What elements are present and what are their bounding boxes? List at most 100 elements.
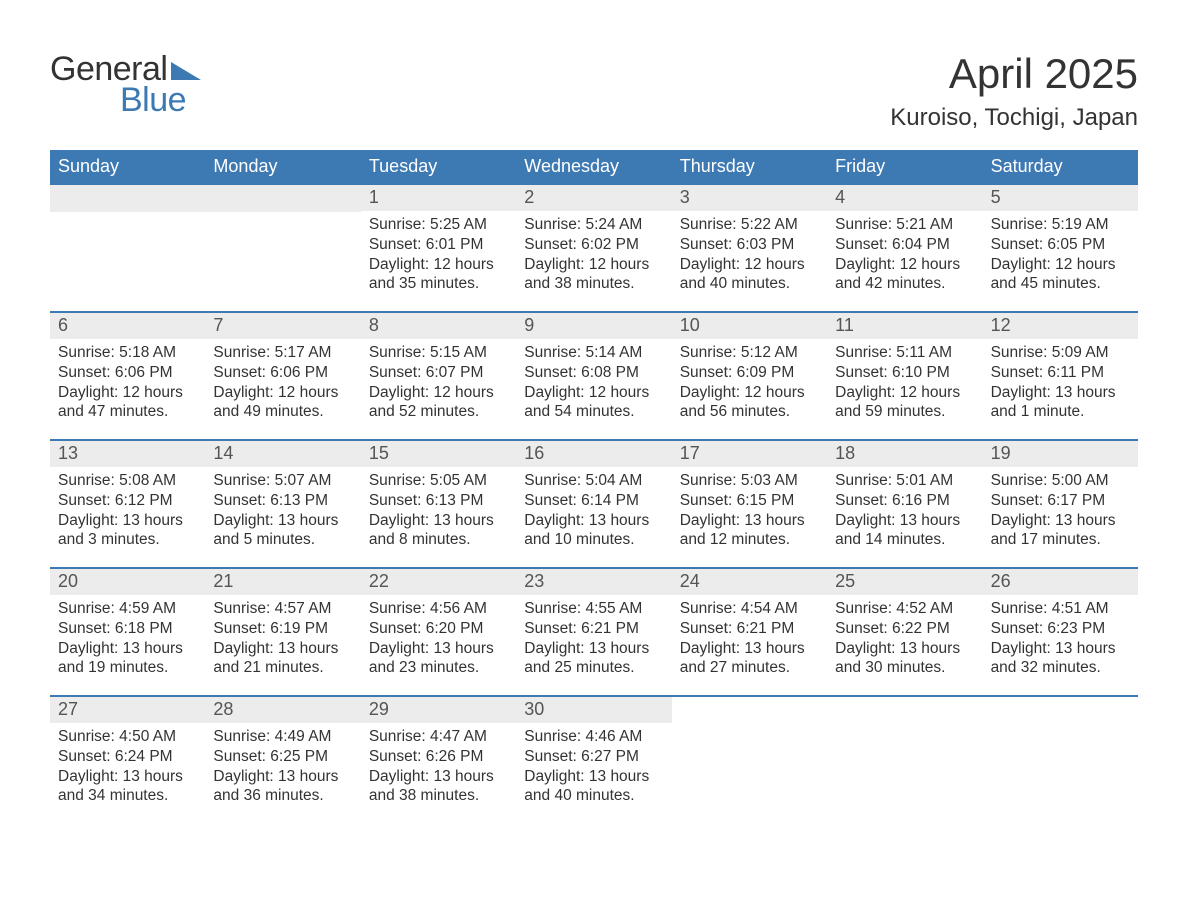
day-cell: 26Sunrise: 4:51 AMSunset: 6:23 PMDayligh… [983,569,1138,695]
daylight-text: Daylight: 12 hours [991,255,1130,275]
brand-logo: General Blue [50,50,201,120]
day-body: Sunrise: 5:11 AMSunset: 6:10 PMDaylight:… [827,339,982,426]
sunset-text: Sunset: 6:21 PM [680,619,819,639]
daylight-text: and 10 minutes. [524,530,663,550]
week-row: 27Sunrise: 4:50 AMSunset: 6:24 PMDayligh… [50,695,1138,823]
daylight-text: and 40 minutes. [680,274,819,294]
dow-label: Wednesday [516,150,671,183]
sunset-text: Sunset: 6:03 PM [680,235,819,255]
day-cell: 18Sunrise: 5:01 AMSunset: 6:16 PMDayligh… [827,441,982,567]
day-number: 30 [516,697,671,723]
daylight-text: and 32 minutes. [991,658,1130,678]
daylight-text: Daylight: 13 hours [58,639,197,659]
empty-day [50,185,205,212]
sunrise-text: Sunrise: 5:08 AM [58,471,197,491]
sunset-text: Sunset: 6:25 PM [213,747,352,767]
daylight-text: Daylight: 13 hours [991,639,1130,659]
day-cell: 30Sunrise: 4:46 AMSunset: 6:27 PMDayligh… [516,697,671,823]
day-body: Sunrise: 5:00 AMSunset: 6:17 PMDaylight:… [983,467,1138,554]
daylight-text: Daylight: 13 hours [213,511,352,531]
sunrise-text: Sunrise: 5:12 AM [680,343,819,363]
sunset-text: Sunset: 6:15 PM [680,491,819,511]
day-number: 29 [361,697,516,723]
week-row: 1Sunrise: 5:25 AMSunset: 6:01 PMDaylight… [50,183,1138,311]
week-row: 20Sunrise: 4:59 AMSunset: 6:18 PMDayligh… [50,567,1138,695]
sunrise-text: Sunrise: 4:59 AM [58,599,197,619]
dow-label: Monday [205,150,360,183]
day-cell: 7Sunrise: 5:17 AMSunset: 6:06 PMDaylight… [205,313,360,439]
day-cell: 16Sunrise: 5:04 AMSunset: 6:14 PMDayligh… [516,441,671,567]
sunrise-text: Sunrise: 5:07 AM [213,471,352,491]
day-body: Sunrise: 5:14 AMSunset: 6:08 PMDaylight:… [516,339,671,426]
day-number: 20 [50,569,205,595]
sunset-text: Sunset: 6:09 PM [680,363,819,383]
daylight-text: and 27 minutes. [680,658,819,678]
sunrise-text: Sunrise: 4:47 AM [369,727,508,747]
day-body: Sunrise: 5:07 AMSunset: 6:13 PMDaylight:… [205,467,360,554]
day-number: 12 [983,313,1138,339]
day-number: 1 [361,185,516,211]
daylight-text: Daylight: 13 hours [213,639,352,659]
daylight-text: Daylight: 13 hours [680,511,819,531]
day-body: Sunrise: 5:15 AMSunset: 6:07 PMDaylight:… [361,339,516,426]
sunset-text: Sunset: 6:10 PM [835,363,974,383]
day-number: 3 [672,185,827,211]
sunset-text: Sunset: 6:18 PM [58,619,197,639]
day-body: Sunrise: 4:59 AMSunset: 6:18 PMDaylight:… [50,595,205,682]
sunset-text: Sunset: 6:24 PM [58,747,197,767]
daylight-text: Daylight: 12 hours [835,255,974,275]
daylight-text: and 38 minutes. [524,274,663,294]
daylight-text: and 3 minutes. [58,530,197,550]
logo-word2: Blue [120,81,186,120]
daylight-text: Daylight: 13 hours [369,639,508,659]
day-cell: 1Sunrise: 5:25 AMSunset: 6:01 PMDaylight… [361,185,516,311]
day-cell: 11Sunrise: 5:11 AMSunset: 6:10 PMDayligh… [827,313,982,439]
daylight-text: and 52 minutes. [369,402,508,422]
daylight-text: Daylight: 13 hours [369,511,508,531]
daylight-text: Daylight: 12 hours [369,255,508,275]
daylight-text: and 12 minutes. [680,530,819,550]
dow-label: Saturday [983,150,1138,183]
day-cell: 9Sunrise: 5:14 AMSunset: 6:08 PMDaylight… [516,313,671,439]
sunrise-text: Sunrise: 5:22 AM [680,215,819,235]
sunset-text: Sunset: 6:27 PM [524,747,663,767]
daylight-text: and 21 minutes. [213,658,352,678]
day-number: 23 [516,569,671,595]
day-body: Sunrise: 5:04 AMSunset: 6:14 PMDaylight:… [516,467,671,554]
day-cell: 13Sunrise: 5:08 AMSunset: 6:12 PMDayligh… [50,441,205,567]
day-number: 10 [672,313,827,339]
day-number: 18 [827,441,982,467]
location-subtitle: Kuroiso, Tochigi, Japan [890,104,1138,132]
sunset-text: Sunset: 6:16 PM [835,491,974,511]
day-body: Sunrise: 5:21 AMSunset: 6:04 PMDaylight:… [827,211,982,298]
sunrise-text: Sunrise: 5:18 AM [58,343,197,363]
day-number: 11 [827,313,982,339]
daylight-text: and 49 minutes. [213,402,352,422]
daylight-text: and 56 minutes. [680,402,819,422]
sunrise-text: Sunrise: 4:54 AM [680,599,819,619]
daylight-text: Daylight: 13 hours [213,767,352,787]
dow-label: Thursday [672,150,827,183]
day-number: 6 [50,313,205,339]
daylight-text: Daylight: 12 hours [369,383,508,403]
day-body: Sunrise: 5:18 AMSunset: 6:06 PMDaylight:… [50,339,205,426]
day-body: Sunrise: 5:05 AMSunset: 6:13 PMDaylight:… [361,467,516,554]
day-cell: 24Sunrise: 4:54 AMSunset: 6:21 PMDayligh… [672,569,827,695]
day-number: 16 [516,441,671,467]
daylight-text: and 42 minutes. [835,274,974,294]
day-number: 25 [827,569,982,595]
day-cell [983,697,1138,823]
empty-day [205,185,360,212]
daylight-text: and 17 minutes. [991,530,1130,550]
sunrise-text: Sunrise: 4:51 AM [991,599,1130,619]
sunrise-text: Sunrise: 5:21 AM [835,215,974,235]
sunset-text: Sunset: 6:20 PM [369,619,508,639]
day-body: Sunrise: 4:51 AMSunset: 6:23 PMDaylight:… [983,595,1138,682]
sunset-text: Sunset: 6:06 PM [58,363,197,383]
daylight-text: Daylight: 13 hours [524,511,663,531]
day-number: 14 [205,441,360,467]
sunset-text: Sunset: 6:02 PM [524,235,663,255]
day-cell: 21Sunrise: 4:57 AMSunset: 6:19 PMDayligh… [205,569,360,695]
daylight-text: Daylight: 13 hours [835,639,974,659]
day-body: Sunrise: 5:12 AMSunset: 6:09 PMDaylight:… [672,339,827,426]
